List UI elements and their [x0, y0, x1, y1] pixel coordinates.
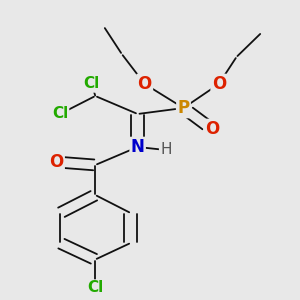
Text: Cl: Cl — [52, 106, 68, 122]
Text: P: P — [178, 99, 190, 117]
Text: O: O — [138, 75, 152, 93]
Text: Cl: Cl — [84, 76, 100, 92]
Text: O: O — [212, 75, 226, 93]
Text: H: H — [160, 142, 172, 158]
Text: O: O — [205, 120, 219, 138]
Text: O: O — [49, 153, 64, 171]
Text: Cl: Cl — [87, 280, 104, 296]
Text: N: N — [131, 138, 145, 156]
